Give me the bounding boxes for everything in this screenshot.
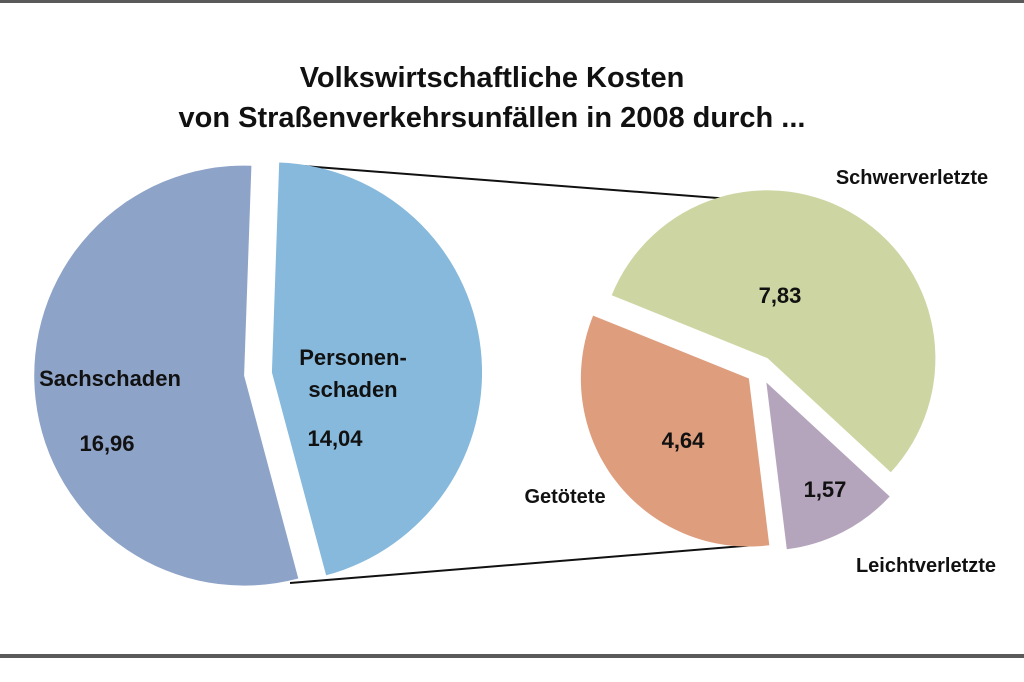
pie-slice-personenschaden	[271, 162, 483, 576]
bottom-rule	[0, 654, 1024, 658]
title-line-1: Volkswirtschaftliche Kosten	[299, 62, 685, 94]
title-line-2: von Straßenverkehrsunfällen in 2008 durc…	[178, 102, 806, 134]
slice-value-getoetete: 4,64	[662, 428, 706, 453]
connector-line-top	[289, 164, 783, 204]
pie-slice-sachschaden	[34, 165, 299, 586]
pie-slice-schwerverletzte	[611, 190, 936, 473]
slice-value-leichtverletzte: 1,57	[804, 477, 847, 502]
slice-label-sachschaden: Sachschaden	[39, 366, 181, 391]
pie-slice-leichtverletzte	[766, 382, 890, 550]
chart-title: Volkswirtschaftliche Kosten von Straßenv…	[0, 58, 984, 138]
slice-label-personenschaden-line2: schaden	[308, 377, 397, 402]
pie-slice-getoetete	[580, 315, 770, 547]
slice-value-schwerverletzte: 7,83	[759, 283, 802, 308]
slice-label-leichtverletzte: Leichtverletzte	[856, 555, 996, 577]
slice-value-personenschaden: 14,04	[307, 426, 363, 451]
slice-label-getoetete: Getötete	[524, 486, 605, 508]
slice-value-sachschaden: 16,96	[79, 431, 134, 456]
slice-label-personenschaden-line1: Personen-	[299, 345, 407, 370]
top-rule	[0, 0, 1024, 3]
connector-line-bottom	[289, 543, 769, 584]
slice-label-schwerverletzte: Schwerverletzte	[836, 167, 988, 189]
